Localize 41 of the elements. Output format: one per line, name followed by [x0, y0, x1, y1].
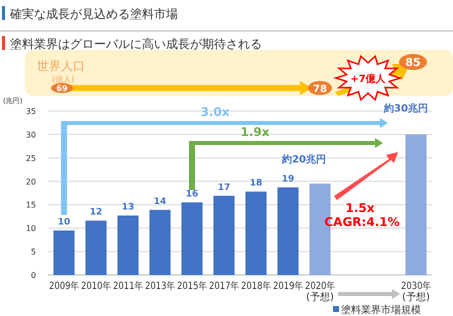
bar — [85, 220, 107, 275]
bar — [53, 230, 75, 275]
data-label: 18 — [250, 178, 262, 189]
data-label: 13 — [122, 202, 134, 212]
text: 69 — [56, 84, 68, 93]
data-label: 16 — [186, 189, 198, 200]
y-tick-label: 35 — [26, 107, 36, 116]
annotation: 1.5x — [346, 201, 375, 215]
bar — [277, 187, 299, 275]
bar — [149, 210, 171, 275]
y-tick-label: 10 — [26, 224, 36, 234]
annotation: 約20兆円 — [281, 154, 326, 166]
y-tick-label: 30 — [26, 130, 36, 140]
data-label: 12 — [90, 208, 102, 218]
text: 世界人口 — [37, 59, 85, 73]
text: (億人) — [52, 75, 74, 84]
annotation: CAGR:4.1% — [324, 215, 400, 229]
bar — [405, 134, 427, 275]
data-label: 14 — [154, 196, 166, 207]
bar — [181, 202, 203, 275]
bar — [245, 192, 267, 275]
annotation: 1.9x — [240, 125, 270, 139]
data-label: 17 — [218, 182, 230, 193]
annotation: 約30兆円 — [383, 102, 428, 114]
text: +7億人 — [350, 73, 387, 85]
data-label: 19 — [282, 174, 294, 184]
legend-label: 塗料業界市場規模 — [341, 304, 421, 316]
y-tick-label: 15 — [26, 200, 36, 210]
chart-subtitle: 塗料業界はグローバルに高い成長が期待される — [10, 37, 262, 51]
chart-title: 確実な成長が見込める塗料市場 — [9, 7, 178, 21]
data-label: 10 — [58, 217, 70, 228]
x-tick-label: 2030年 (予想) — [401, 280, 436, 303]
y-tick-label: 0 — [30, 271, 36, 280]
y-tick-label: 25 — [26, 154, 36, 163]
text: 85 — [405, 56, 421, 69]
text: 78 — [313, 84, 327, 95]
y-tick-label: 5 — [30, 248, 36, 257]
bar — [117, 215, 139, 275]
annotation: 3.0x — [200, 105, 230, 119]
bar — [213, 196, 235, 275]
y-tick-label: 20 — [26, 177, 36, 186]
